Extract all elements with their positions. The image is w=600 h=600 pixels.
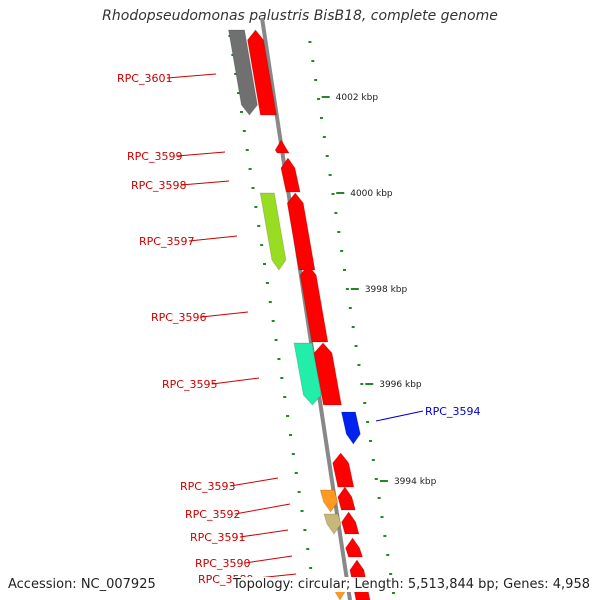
gene-arrow [313,342,343,406]
leader-line [176,151,226,157]
gene-arrow [345,537,364,558]
gene-arrow [323,513,342,535]
gene-arrow [280,157,301,193]
gene-arrow [340,411,361,445]
scale-labels: 4002 kbp 4000 kbp 3998 kbp 3996 kbp 3994 kbp [321,93,437,487]
gene-arrow [227,29,258,116]
gene-label: RPC_3590 [195,557,250,570]
gene-label: RPC_3593 [180,480,235,493]
genome-summary: Topology: circular; Length: 5,513,844 bp… [232,577,590,592]
gene-arrow [337,486,356,511]
gene-arrow [319,489,339,513]
gene-label: RPC_3594 [425,405,480,418]
scale-tick-label: 3996 kbp [379,380,422,390]
gene-arrow [293,342,322,406]
gene-label: RPC_3598 [131,179,186,192]
leader-line [375,410,424,422]
gene-label: RPC_3599 [127,150,182,163]
gene-label: RPC_3591 [190,531,245,544]
leader-line [200,311,249,318]
scale-tick-label: 3998 kbp [365,285,408,295]
scale-tick-label: 4000 kbp [350,189,393,199]
gene-arrow [246,29,278,116]
accession-text: Accession: NC_007925 [8,577,156,592]
leader-line [188,235,238,242]
gene-label: RPC_3597 [139,235,194,248]
gene-label: RPC_3595 [162,378,217,391]
map-title: Rhodopseudomonas palustris BisB18, compl… [102,8,498,24]
leader-line [229,477,279,487]
gene-arrow [286,192,316,271]
gene-arrow [341,511,360,535]
leader-line [234,503,291,515]
leader-line [166,73,217,79]
scale-tick-label: 3994 kbp [394,477,437,487]
gene-features [227,29,371,600]
leader-line [180,180,230,186]
gene-label: RPC_3601 [117,72,172,85]
scale-tick-label: 4002 kbp [336,93,379,103]
gene-arrow [332,452,355,488]
gene-arrow [299,264,329,343]
gene-labels: RPC_3601 RPC_3599 RPC_3598 RPC_3597 RPC_3596… [117,72,480,586]
leader-line [244,555,293,564]
leader-line [211,377,260,385]
leader-line [239,529,289,538]
gene-label: RPC_3592 [185,508,240,521]
gene-arrow [259,192,287,271]
gene-arrow [274,139,291,154]
gene-label: RPC_3596 [151,311,206,324]
